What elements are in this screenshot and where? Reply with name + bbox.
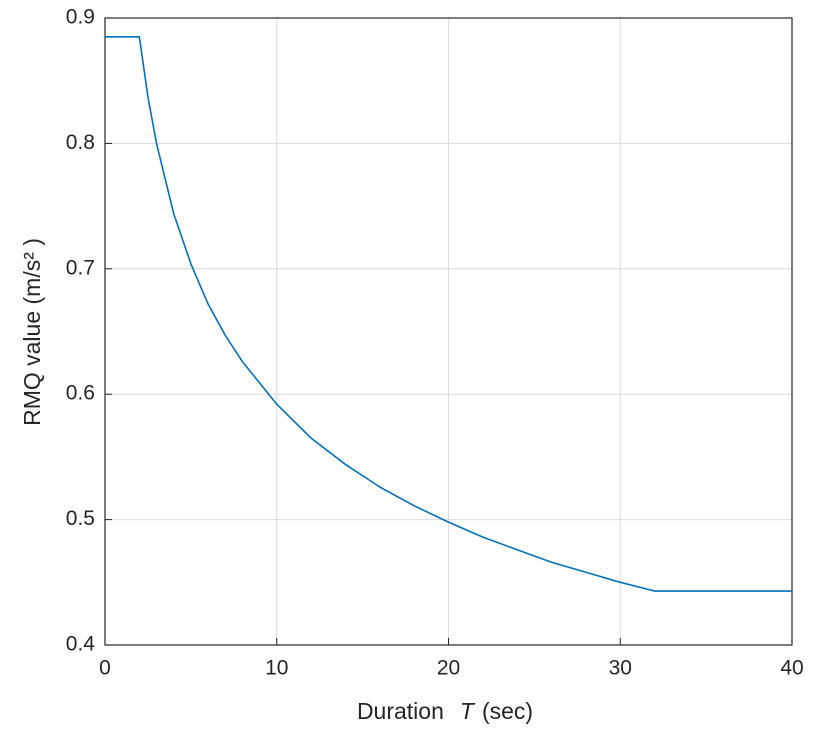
y-tick-label: 0.7 [66,256,95,279]
x-tick-label: 30 [609,657,632,680]
y-tick-label: 0.8 [66,131,95,154]
x-tick-label: 10 [265,657,288,680]
plot-frame [104,17,793,646]
x-tick-label: 0 [99,657,111,680]
x-label-unit: (sec) [482,698,533,724]
y-tick-label: 0.5 [66,507,95,530]
y-tick-label: 0.4 [66,633,96,656]
y-axis-label: RMQ value (m/s² ) [19,238,45,426]
x-label-text: Duration [357,698,444,724]
y-tick-label: 0.6 [66,382,95,405]
x-tick-label: 20 [437,657,460,680]
x-tick-label: 40 [780,657,803,680]
y-tick-label: 0.9 [66,6,95,29]
x-axis-label: Duration T (sec) [357,698,533,724]
x-label-symbol: T [460,698,476,724]
data-line [105,36,792,592]
